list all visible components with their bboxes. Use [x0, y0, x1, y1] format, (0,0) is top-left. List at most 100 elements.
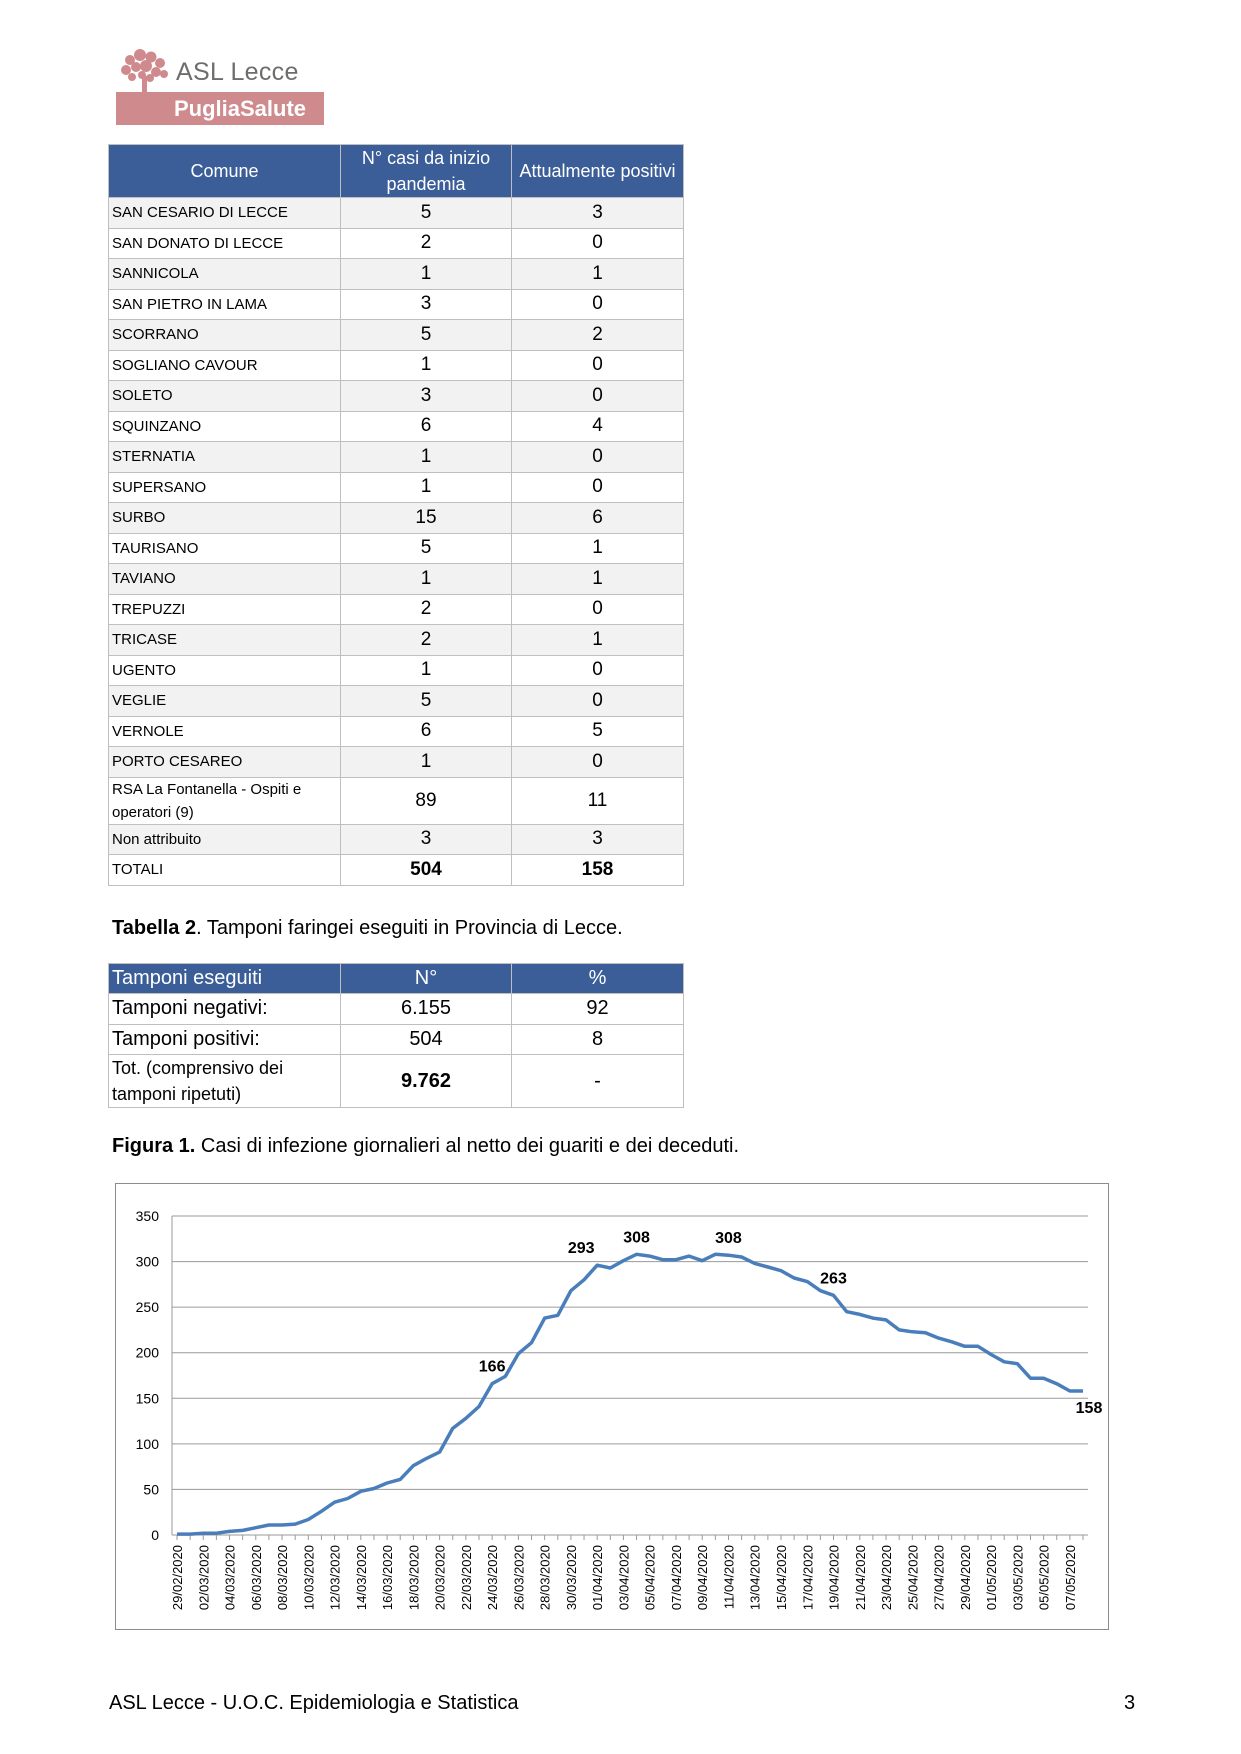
x-tick-label: 10/03/2020: [301, 1545, 316, 1610]
figure-1-caption: Figura 1. Casi di infezione giornalieri …: [112, 1135, 739, 1158]
cases-count: 5: [340, 685, 512, 717]
x-tick-label: 21/04/2020: [853, 1545, 868, 1610]
positive-count: 0: [511, 227, 684, 259]
municipality-name: Non attribuito: [108, 823, 341, 855]
y-tick-label: 50: [143, 1481, 159, 1497]
table-row: VEGLIE 5 0: [108, 685, 684, 717]
table-row: SAN PIETRO IN LAMA 3 0: [108, 288, 684, 320]
y-tick-label: 300: [136, 1254, 160, 1270]
column-header: N° casi da inizio pandemia: [340, 144, 512, 198]
table-row: TREPUZZI 2 0: [108, 593, 684, 625]
positive-count: 6: [511, 502, 684, 534]
x-tick-label: 29/04/2020: [958, 1545, 973, 1610]
total-cases: 504: [340, 854, 512, 886]
data-label: 308: [715, 1230, 742, 1247]
cases-count: 5: [340, 532, 512, 564]
x-tick-label: 30/03/2020: [564, 1545, 579, 1610]
x-tick-label: 25/04/2020: [905, 1545, 920, 1610]
x-tick-label: 05/05/2020: [1037, 1545, 1052, 1610]
column-header: %: [511, 963, 684, 994]
grid-lines: [171, 1215, 1088, 1536]
table-row: SANNICOLA 1 1: [108, 258, 684, 290]
table-row: TAURISANO 5 1: [108, 532, 684, 564]
x-tick-label: 06/03/2020: [249, 1545, 264, 1610]
x-tick-label: 29/02/2020: [170, 1545, 185, 1610]
table-total-row: Tot. (comprensivo dei tamponi ripetuti) 9…: [108, 1054, 684, 1108]
table-row: STERNATIA 1 0: [108, 441, 684, 473]
x-tick-label: 05/04/2020: [643, 1545, 658, 1610]
percent-value: 8: [511, 1023, 684, 1055]
table-row: SCORRANO 5 2: [108, 319, 684, 351]
y-tick-label: 150: [136, 1390, 160, 1406]
footer-text: ASL Lecce - U.O.C. Epidemiologia e Stati…: [109, 1692, 519, 1714]
x-tick-label: 15/04/2020: [774, 1545, 789, 1610]
chart-svg: 0 50 100 150 200 250 300 350 29/02/2020 02/03/20…: [136, 1208, 1103, 1610]
data-label: 308: [623, 1229, 650, 1246]
municipality-name: SUPERSANO: [108, 471, 341, 503]
table-row: SURBO 15 6: [108, 502, 684, 534]
positive-count: 11: [511, 776, 684, 825]
table-row: Tamponi negativi: 6.155 92: [108, 993, 684, 1025]
table-row: Non attribuito 3 3: [108, 823, 684, 855]
municipality-name: TAVIANO: [108, 563, 341, 595]
data-label: 158: [1076, 1400, 1103, 1417]
x-tick-label: 22/03/2020: [459, 1545, 474, 1610]
positive-count: 1: [511, 258, 684, 290]
y-tick-label: 100: [136, 1436, 160, 1452]
municipality-name: TRICASE: [108, 624, 341, 656]
data-label: 263: [820, 1270, 847, 1287]
positive-count: 4: [511, 410, 684, 442]
municipality-name: UGENTO: [108, 654, 341, 686]
column-header: Comune: [108, 144, 341, 198]
page-number: 3: [1124, 1692, 1136, 1714]
positive-count: 2: [511, 319, 684, 351]
positive-count: 0: [511, 349, 684, 381]
x-tick-label: 17/04/2020: [800, 1545, 815, 1610]
x-tick-label: 01/04/2020: [590, 1545, 605, 1610]
y-tick-label: 200: [136, 1345, 160, 1361]
cases-count: 6: [340, 410, 512, 442]
cases-count: 15: [340, 502, 512, 534]
municipality-name: VERNOLE: [108, 715, 341, 747]
positive-count: 1: [511, 532, 684, 564]
x-tick-label: 12/03/2020: [328, 1545, 343, 1610]
positive-count: 0: [511, 593, 684, 625]
caption-text: . Tamponi faringei eseguiti in Provincia…: [196, 917, 623, 939]
logo-bar: PugliaSalute: [116, 92, 324, 125]
caption-label: Figura 1.: [112, 1135, 196, 1157]
table-row: PORTO CESAREO 1 0: [108, 746, 684, 778]
positive-count: 1: [511, 624, 684, 656]
positive-count: 0: [511, 654, 684, 686]
cases-count: 6: [340, 715, 512, 747]
x-tick-label: 07/04/2020: [669, 1545, 684, 1610]
total-label: TOTALI: [108, 854, 341, 886]
cases-count: 2: [340, 624, 512, 656]
table-row: VERNOLE 6 5: [108, 715, 684, 747]
series-line: [177, 1252, 1083, 1536]
swab-tests-table: Tamponi eseguiti N° % Tamponi negativi: 6…: [108, 963, 684, 1108]
daily-cases-chart: 0 50 100 150 200 250 300 350 29/02/2020 02/03/20…: [115, 1183, 1109, 1630]
municipality-name: SAN DONATO DI LECCE: [108, 227, 341, 259]
municipality-name: SOLETO: [108, 380, 341, 412]
y-tick-label: 350: [136, 1208, 160, 1224]
table-row: SOGLIANO CAVOUR 1 0: [108, 349, 684, 381]
cases-count: 89: [340, 776, 512, 825]
percent-value: -: [511, 1054, 684, 1108]
table-row: TRICASE 2 1: [108, 624, 684, 656]
x-tick-label: 16/03/2020: [380, 1545, 395, 1610]
municipality-name: TREPUZZI: [108, 593, 341, 625]
municipality-name: SAN PIETRO IN LAMA: [108, 288, 341, 320]
x-tick-label: 27/04/2020: [932, 1545, 947, 1610]
positive-count: 0: [511, 746, 684, 778]
municipality-name: SURBO: [108, 502, 341, 534]
cases-count: 1: [340, 563, 512, 595]
table-row: SOLETO 3 0: [108, 380, 684, 412]
cases-count: 1: [340, 746, 512, 778]
cases-count: 1: [340, 258, 512, 290]
municipality-name: TAURISANO: [108, 532, 341, 564]
cases-count: 5: [340, 197, 512, 229]
cases-count: 1: [340, 441, 512, 473]
positive-count: 3: [511, 197, 684, 229]
x-tick-label: 02/03/2020: [196, 1545, 211, 1610]
table-row: UGENTO 1 0: [108, 654, 684, 686]
